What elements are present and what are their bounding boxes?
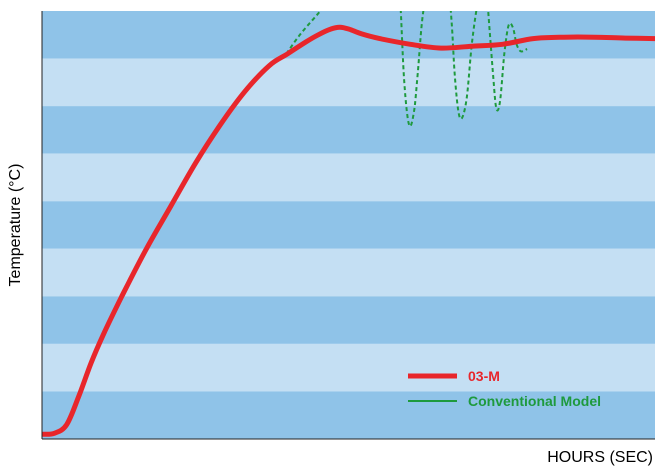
legend: 03-M Conventional Model — [408, 368, 601, 409]
background-band — [42, 201, 655, 249]
background-band — [42, 391, 655, 439]
x-axis-title: HOURS (SEC) — [547, 449, 653, 466]
series-line-03m — [42, 24, 655, 437]
series-lines — [42, 11, 655, 437]
background-band — [42, 106, 655, 154]
legend-label-conventional-model: Conventional Model — [468, 393, 601, 409]
background-band — [42, 296, 655, 344]
legend-label-03m: 03-M — [468, 368, 500, 384]
background-band — [42, 343, 655, 392]
background-band — [42, 58, 655, 107]
background-bands — [42, 11, 655, 439]
background-band — [42, 11, 655, 59]
series-line-conventional-model — [285, 11, 528, 128]
background-band — [42, 153, 655, 202]
y-axis-title: Temperature (°C) — [7, 164, 24, 287]
